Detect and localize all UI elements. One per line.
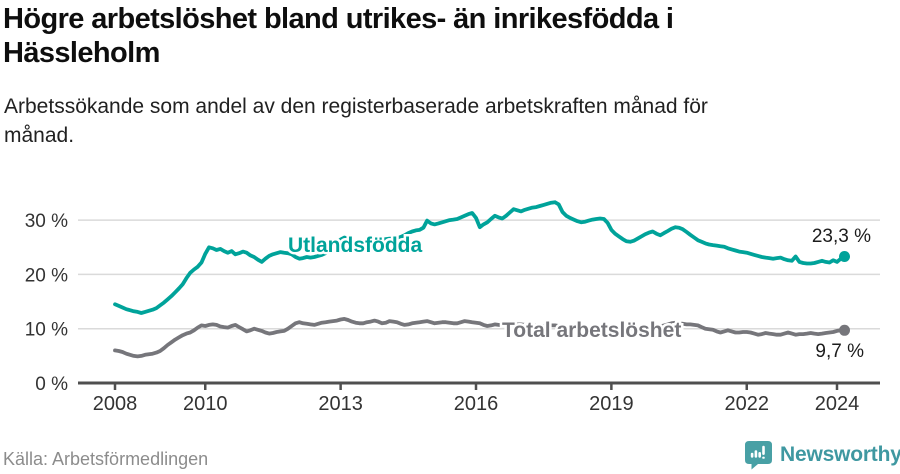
y-tick-label: 30 %	[25, 211, 68, 232]
exclamation-dot	[762, 456, 765, 459]
x-axis: 2008 2010 2013 2016 2019 2022 2024	[93, 383, 860, 415]
x-tick-label: 2008	[93, 393, 138, 415]
series-label-utlandsfodda: Utlandsfödda	[288, 234, 422, 257]
x-tick-label: 2019	[589, 393, 634, 415]
chart-title: Högre arbetslöshet bland utrikes- än inr…	[3, 3, 674, 69]
y-tick-label: 0 %	[35, 374, 68, 395]
source-note: Källa: Arbetsförmedlingen	[3, 449, 209, 469]
x-tick-label: 2022	[725, 393, 770, 415]
newsworthy-logo: Newsworthy	[744, 440, 900, 470]
newsworthy-wordmark: Newsworthy	[780, 443, 900, 466]
end-value-utlandsfodda: 23,3 %	[812, 226, 871, 247]
series-label-total-arbetsloshet: Total arbetslöshet	[502, 319, 681, 342]
y-tick-label: 10 %	[25, 320, 68, 341]
newsworthy-bar-chart-bubble-icon	[745, 441, 772, 470]
bar-2	[754, 450, 758, 458]
x-tick-label: 2013	[318, 393, 363, 415]
y-tick-label: 20 %	[25, 265, 68, 286]
exclamation-bar	[762, 445, 765, 455]
bar-3	[758, 452, 761, 458]
chart-subtitle: Arbetssökande som andel av den registerb…	[4, 95, 708, 147]
end-dot-utlandsfodda	[839, 251, 850, 262]
end-dot-total	[839, 324, 850, 336]
end-value-total: 9,7 %	[815, 341, 864, 362]
x-tick-label: 2010	[183, 393, 228, 415]
line-utlandsfodda	[113, 200, 847, 315]
line-total-arbetsloshet	[113, 316, 847, 359]
x-tick-label: 2024	[815, 393, 860, 415]
bar-1	[750, 452, 754, 458]
y-axis: 0 % 10 % 20 % 30 %	[25, 211, 880, 395]
x-tick-label: 2016	[454, 393, 499, 415]
